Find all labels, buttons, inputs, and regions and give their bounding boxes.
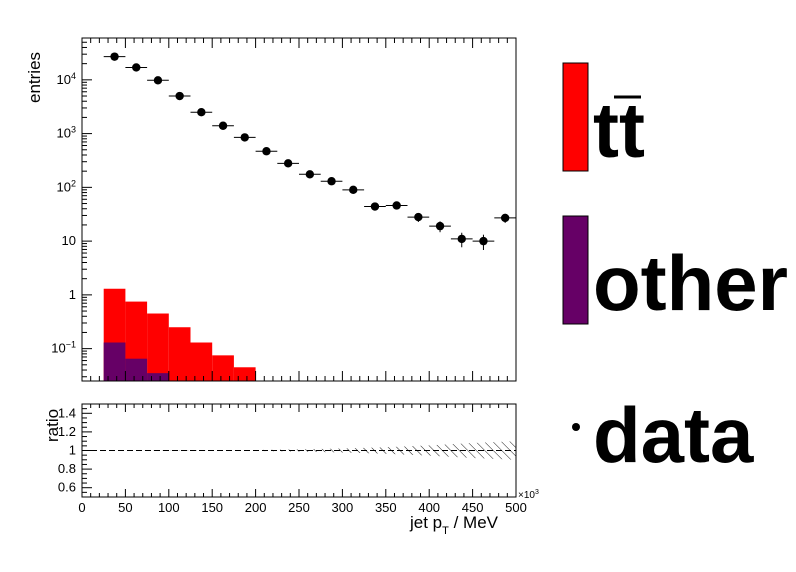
bar-ttbar-6 <box>233 367 256 381</box>
data-point-5 <box>218 121 228 130</box>
ratio-ytick-label: 0.8 <box>58 461 76 476</box>
data-point-4 <box>197 108 206 117</box>
xtick-label: 0 <box>78 500 85 515</box>
data-point-7 <box>262 147 271 156</box>
data-point-3 <box>175 91 184 101</box>
data-point-14 <box>414 212 423 222</box>
legend: tt other data <box>562 62 788 479</box>
data-point-11 <box>349 185 358 195</box>
xtick-label: 250 <box>288 500 310 515</box>
main-ytick-label: 103 <box>57 125 76 141</box>
main-x-ticks <box>81 38 517 381</box>
x-axis-title: jet pT / MeV <box>409 513 499 537</box>
data-point-15 <box>435 221 445 231</box>
xtick-label: 350 <box>375 500 397 515</box>
legend-swatch-other <box>562 215 589 325</box>
ratio-x-ticks: 0 50 100 150 200 250 300 350 400 450 500 <box>78 404 527 515</box>
bar-ttbar-5 <box>212 355 234 381</box>
ratio-plot-frame <box>81 403 517 498</box>
main-ytick-label: 10−1 <box>51 340 76 356</box>
xtick-label: 150 <box>201 500 223 515</box>
data-point-17 <box>479 236 488 246</box>
ratio-panel: 0.6 0.8 1 1.2 1.4 0 50 100 150 200 250 300 350 400 45… <box>43 403 539 537</box>
main-data-points <box>103 52 516 250</box>
x-axis-multiplier: ×103 <box>518 489 539 501</box>
data-point-10 <box>327 177 336 186</box>
data-point-2 <box>153 76 163 85</box>
main-ytick-label: 102 <box>57 178 76 194</box>
main-y-ticks: 1 10 102 103 104 10−1 <box>51 37 92 378</box>
bar-ttbar-2 <box>147 313 169 381</box>
ratio-y-axis-title: ratio <box>43 409 62 442</box>
data-point-18 <box>500 213 510 223</box>
xtick-label: 500 <box>505 500 527 515</box>
xtick-label: 50 <box>118 500 132 515</box>
xtick-label: 200 <box>245 500 267 515</box>
legend-marker-data <box>572 423 580 431</box>
main-panel: 1 10 102 103 104 10−1 entries <box>25 37 517 382</box>
xtick-label: 450 <box>462 500 484 515</box>
data-point-8 <box>283 159 293 168</box>
main-plot-frame <box>81 37 517 382</box>
main-bars <box>103 288 256 381</box>
ratio-y-ticks: 0.6 0.8 1 1.2 1.4 <box>58 403 92 498</box>
legend-swatch-ttbar <box>562 62 589 172</box>
ratio-ytick-label: 0.6 <box>58 480 76 495</box>
data-point-0 <box>110 52 119 61</box>
data-point-9 <box>305 170 315 179</box>
bar-other-1 <box>125 358 148 381</box>
bar-ttbar-3 <box>168 327 191 381</box>
bar-ttbar-4 <box>190 342 213 381</box>
main-ytick-label: 10 <box>62 233 76 248</box>
data-point-13 <box>392 201 401 210</box>
xtick-label: 300 <box>332 500 354 515</box>
legend-label-other: other <box>593 239 788 327</box>
data-point-1 <box>132 63 141 72</box>
legend-label-data: data <box>593 391 754 479</box>
main-ytick-label: 104 <box>57 71 76 87</box>
xtick-label: 400 <box>418 500 440 515</box>
ratio-ytick-label: 1.4 <box>58 405 76 420</box>
data-point-12 <box>370 202 380 211</box>
bar-other-0 <box>103 342 126 381</box>
bar-other-2 <box>147 373 169 381</box>
ratio-ytick-label: 1 <box>69 443 76 458</box>
legend-label-ttbar: tt <box>593 86 645 174</box>
ratio-ytick-label: 1.2 <box>58 424 76 439</box>
main-y-axis-title: entries <box>25 52 44 103</box>
main-ytick-label: 1 <box>69 287 76 302</box>
xtick-label: 100 <box>158 500 180 515</box>
data-point-16 <box>457 234 466 244</box>
data-point-6 <box>240 133 249 142</box>
